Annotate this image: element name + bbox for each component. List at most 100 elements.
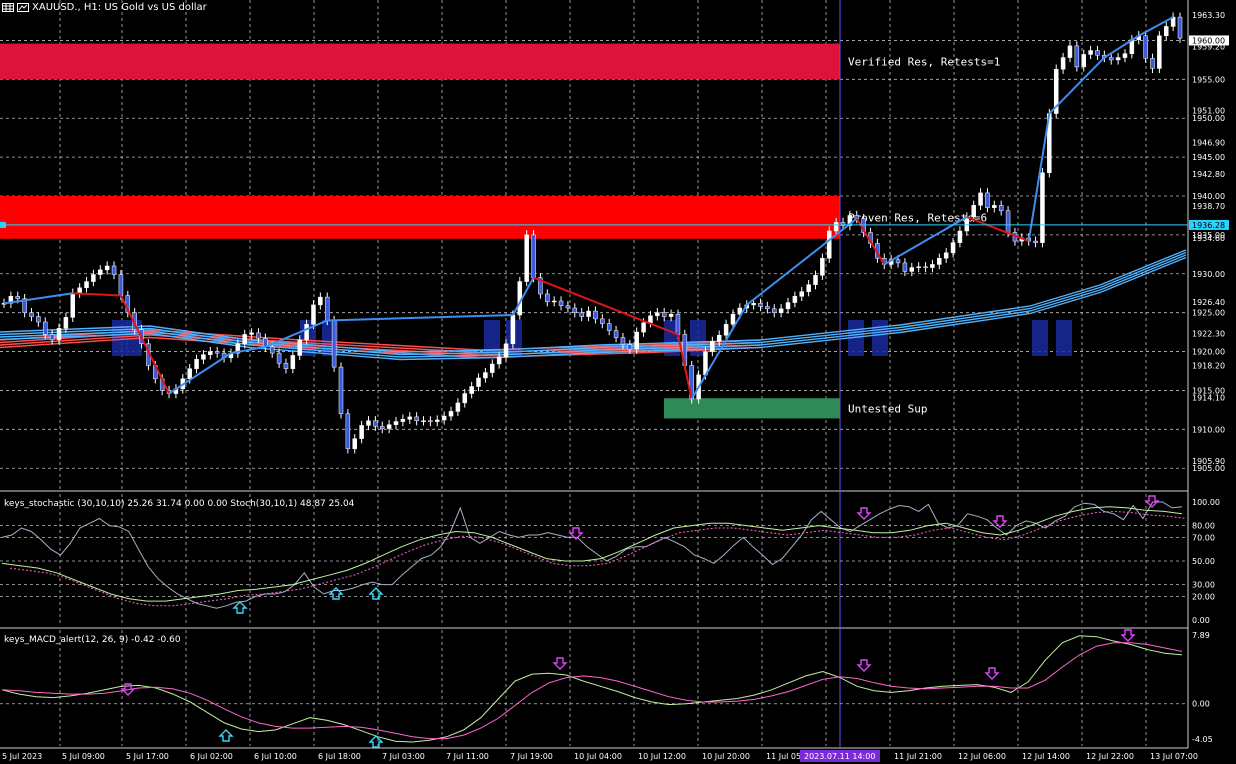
buy-arrow-icon	[218, 729, 234, 742]
candle-bear	[1177, 16, 1183, 39]
candle-bull	[792, 296, 798, 303]
candle-bull	[1060, 57, 1066, 70]
zigzag-segment	[120, 295, 170, 394]
candle-bear	[1143, 35, 1148, 59]
price-tick-label: 1942.80	[1192, 170, 1225, 179]
candle-bull	[311, 304, 316, 325]
candle-bear	[620, 337, 626, 345]
candle-bear	[661, 312, 667, 317]
candle-bear	[902, 262, 908, 272]
candle-bull	[469, 386, 474, 394]
candle-bear	[579, 312, 584, 317]
ma-blue-line	[0, 249, 1187, 353]
candle-bear	[269, 346, 275, 354]
candle-bear	[854, 215, 860, 219]
ma-blue-line	[0, 251, 1187, 356]
candle-bull	[510, 314, 516, 345]
candle-bull	[407, 416, 413, 420]
sell-arrow-icon	[856, 659, 872, 672]
stochastic-panel[interactable]: keys_stochastic (30,10,10) 25.26 31.74 0…	[0, 495, 1220, 625]
price-highlight-label: 1960.00	[1192, 36, 1225, 45]
candle-bear	[49, 334, 55, 341]
price-tick-label: 1935.00	[1192, 231, 1225, 240]
price-panel[interactable]: Verified Res, Retests=1 Proven Res, Retes…	[0, 0, 1229, 749]
candle-bull	[242, 334, 247, 345]
candle-bull	[943, 252, 949, 259]
macd-panel[interactable]: keys_MACD_alert(12, 26, 9) -0.42 -0.60 7.…	[0, 629, 1213, 748]
candle-bull	[297, 339, 302, 356]
candle-bull	[318, 296, 323, 306]
buy-arrow-icon	[232, 601, 248, 614]
sell-arrow-icon	[1144, 495, 1160, 508]
candle-bear	[111, 265, 117, 275]
candle-bear	[324, 296, 330, 321]
candle-bull	[476, 377, 481, 387]
candle-bull	[827, 230, 832, 259]
chart-title-bar: XAUUSD., H1: US Gold vs US dollar	[2, 2, 207, 13]
zigzag-segment	[966, 216, 1030, 243]
signal-box	[872, 320, 888, 356]
stoch-tick-label: 80.00	[1192, 522, 1215, 531]
candle-bull	[930, 264, 935, 268]
time-tick-label: 10 Jul 12:00	[638, 752, 686, 761]
candle-bear	[538, 277, 543, 295]
candle-bear	[43, 321, 48, 335]
current-price-box	[1189, 219, 1229, 230]
candle-bear	[345, 413, 351, 450]
candle-bear	[1033, 240, 1038, 243]
time-tick-label: 12 Jul 22:00	[1086, 752, 1134, 761]
candle-bull	[249, 332, 254, 335]
stoch-tick-label: 20.00	[1192, 592, 1215, 601]
candle-bear	[531, 234, 536, 278]
signal-box	[484, 320, 500, 356]
zone-label: Proven Res, Retests=6	[848, 211, 987, 224]
macd-signal-line	[1, 642, 1183, 740]
candle-bull	[8, 296, 14, 304]
candle-bear	[985, 192, 990, 208]
buy-arrow-icon	[368, 735, 384, 748]
candle-bull	[710, 341, 715, 352]
crosshair-time-label: 2023.07.11 14:00	[804, 752, 875, 761]
candle-bull	[393, 421, 399, 425]
candle-bull	[201, 354, 206, 360]
candle-bull	[352, 438, 357, 450]
candle-bear	[283, 362, 289, 369]
candle-bull	[91, 274, 96, 282]
zigzag-segment	[690, 304, 748, 400]
sell-arrow-icon	[120, 683, 136, 696]
candle-bear	[840, 222, 846, 226]
candle-bull	[77, 287, 82, 294]
candle-bear	[558, 300, 564, 306]
chart-grid-icon[interactable]	[2, 3, 14, 12]
candle-bull	[455, 402, 461, 412]
sell-arrow-icon	[552, 657, 568, 670]
macd-header: keys_MACD_alert(12, 26, 9) -0.42 -0.60	[4, 635, 181, 645]
stoch-tick-label: 100.00	[1192, 498, 1220, 507]
zigzag-segment	[168, 352, 232, 395]
candle-bull	[737, 307, 743, 315]
candle-bull	[441, 415, 447, 421]
price-tick-label: 1920.00	[1192, 348, 1225, 357]
candle-bull	[56, 327, 62, 341]
candle-bull	[648, 315, 653, 324]
chart-mode-icon[interactable]	[17, 3, 29, 12]
candle-bull	[208, 351, 213, 355]
price-tick-label: 1905.00	[1192, 464, 1225, 473]
price-tick-label: 1946.90	[1192, 138, 1225, 147]
zigzag-segment	[1048, 56, 1106, 115]
price-tick-label: 1910.00	[1192, 425, 1225, 434]
candle-bull	[290, 355, 296, 369]
zigzag-segment	[855, 218, 886, 265]
candle-bull	[194, 359, 199, 369]
price-tick-label: 1938.70	[1192, 202, 1225, 211]
candle-bull	[187, 368, 192, 380]
candle-bear	[118, 274, 124, 296]
candle-bull	[820, 257, 825, 276]
candle-bull	[1122, 53, 1128, 58]
time-tick-label: 12 Jul 14:00	[1022, 752, 1070, 761]
candle-bull	[586, 310, 591, 317]
candle-bear	[414, 416, 419, 422]
candle-bull	[483, 372, 488, 379]
ma-red-line	[0, 334, 761, 356]
